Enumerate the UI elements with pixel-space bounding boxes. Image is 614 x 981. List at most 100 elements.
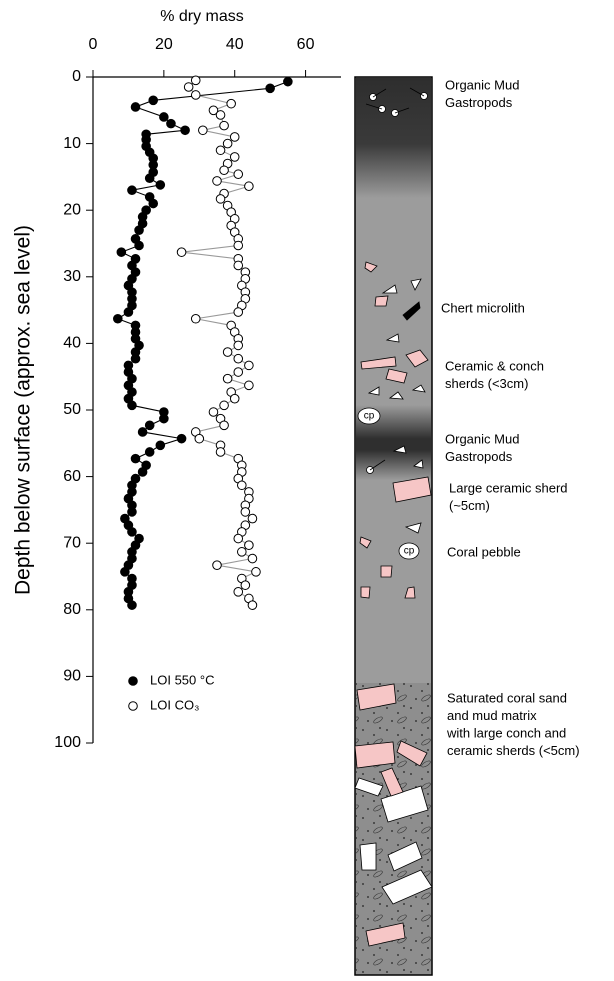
point — [137, 467, 148, 477]
legend-marker — [128, 701, 138, 711]
point — [212, 176, 222, 186]
point — [240, 507, 251, 517]
point — [198, 125, 208, 136]
point — [219, 120, 229, 131]
core-label: cp — [404, 546, 415, 557]
y-tick-label: 20 — [63, 201, 81, 218]
annotation: Ceramic & conch — [445, 358, 544, 373]
point — [226, 98, 236, 109]
point — [183, 82, 194, 92]
point — [229, 132, 240, 142]
point — [148, 95, 159, 106]
point — [127, 185, 137, 196]
point — [237, 547, 247, 557]
point — [244, 380, 254, 391]
point — [233, 307, 244, 317]
point — [247, 553, 258, 564]
x-axis-label: % dry mass — [160, 8, 244, 25]
point — [208, 105, 219, 116]
y-tick-label: 10 — [63, 135, 81, 152]
point — [134, 225, 144, 235]
point — [127, 507, 137, 517]
point — [283, 76, 293, 87]
point — [130, 102, 141, 112]
point — [222, 138, 233, 149]
point — [180, 125, 190, 136]
y-tick-label: 100 — [54, 734, 81, 751]
point — [240, 580, 251, 590]
point — [233, 587, 244, 597]
y-tick-label: 80 — [63, 601, 81, 618]
point — [219, 420, 229, 431]
annotation: and mud matrix — [447, 708, 537, 723]
point — [233, 533, 244, 544]
point — [127, 600, 137, 610]
y-axis-label: Depth below surface (approx. sea level) — [12, 225, 35, 595]
point — [155, 180, 166, 190]
annotation: with large conch and — [446, 725, 566, 740]
point — [208, 407, 219, 417]
point — [247, 600, 258, 610]
point — [222, 347, 233, 357]
annotation: Saturated coral sand — [447, 690, 567, 705]
x-tick-label: 20 — [155, 36, 173, 53]
legend-marker — [128, 676, 138, 686]
annotation: Gastropods — [445, 449, 513, 464]
annotation: Coral pebble — [447, 544, 521, 559]
point — [212, 560, 222, 570]
core-column — [354, 76, 433, 976]
point — [127, 527, 137, 537]
point — [215, 145, 226, 156]
point — [233, 367, 244, 377]
point — [265, 83, 275, 94]
point — [144, 173, 155, 184]
point — [244, 540, 254, 550]
y-tick-label: 70 — [63, 534, 81, 551]
point — [116, 247, 127, 257]
point — [215, 110, 226, 120]
point — [190, 75, 201, 86]
y-tick-label: 50 — [63, 401, 81, 418]
x-tick-label: 40 — [226, 36, 244, 53]
legend-label: LOI 550 °C — [150, 672, 214, 687]
point — [194, 433, 205, 444]
point — [244, 360, 254, 371]
point — [123, 307, 134, 317]
y-tick-label: 60 — [63, 468, 81, 485]
point — [222, 373, 233, 384]
annotation: Large ceramic sherd — [449, 480, 568, 495]
annotation: Organic Mud — [445, 431, 519, 446]
point — [219, 400, 229, 411]
point — [130, 353, 141, 364]
point — [237, 480, 247, 491]
annotation: sherds (<3cm) — [445, 376, 528, 391]
point — [176, 247, 187, 257]
point — [176, 433, 187, 444]
point — [148, 198, 159, 209]
annotation: Gastropods — [445, 95, 513, 110]
y-tick-label: 90 — [63, 668, 81, 685]
point — [233, 353, 244, 364]
point — [166, 118, 176, 129]
point — [215, 194, 226, 204]
point — [113, 313, 123, 324]
annotation: Organic Mud — [445, 77, 519, 92]
point — [120, 567, 130, 577]
y-tick-label: 40 — [63, 335, 81, 352]
point — [159, 112, 169, 122]
core-label: cp — [364, 411, 375, 422]
point — [130, 453, 141, 464]
point — [233, 260, 244, 271]
point — [219, 165, 229, 176]
point — [144, 420, 155, 431]
point — [233, 240, 244, 251]
point — [127, 400, 137, 411]
point — [159, 413, 169, 424]
point — [144, 447, 155, 457]
point — [134, 240, 144, 251]
point — [190, 313, 201, 324]
point — [251, 567, 261, 577]
annotation: Chert microlith — [441, 300, 525, 315]
